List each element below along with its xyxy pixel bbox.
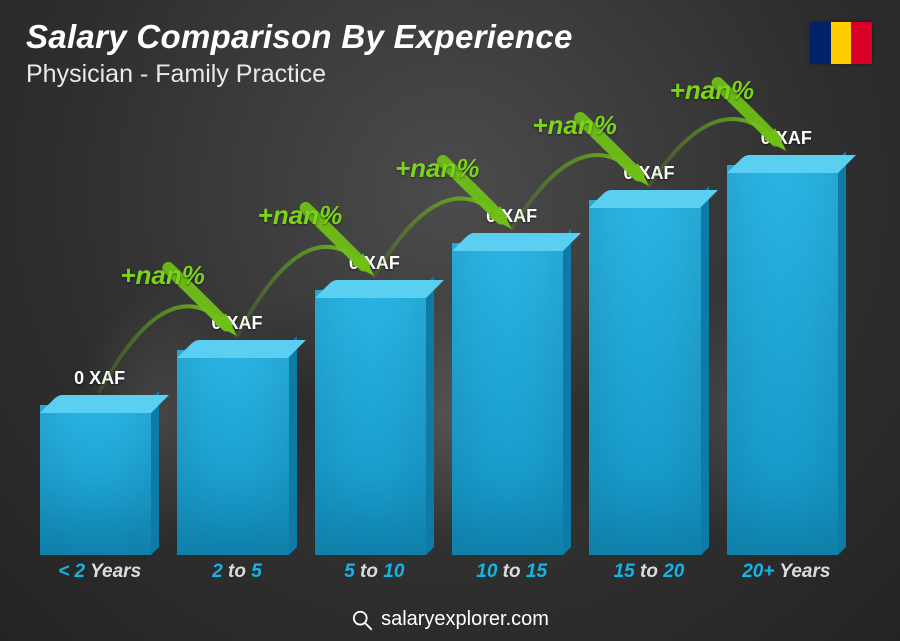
bar-front-face <box>727 165 838 555</box>
bar-front-face <box>589 200 700 555</box>
bar-top-face <box>452 233 581 251</box>
country-flag <box>810 22 872 64</box>
bar <box>727 165 846 555</box>
bar-chart: 0 XAF0 XAF0 XAF0 XAF0 XAF0 XAF +nan%+nan… <box>40 118 846 583</box>
bar-top-face <box>589 190 718 208</box>
bar-column: 0 XAF <box>589 200 708 555</box>
x-axis-label: 2 to 5 <box>177 561 296 583</box>
bar-right-face <box>563 229 571 555</box>
x-axis-label: 20+ Years <box>727 561 846 583</box>
bar-column: 0 XAF <box>452 243 571 555</box>
bar-front-face <box>315 290 426 555</box>
flag-stripe-1 <box>810 22 831 64</box>
bar-right-face <box>289 336 297 555</box>
bar-top-face <box>177 340 306 358</box>
bar-value-label: 0 XAF <box>315 253 434 274</box>
bar <box>177 350 296 555</box>
bar-column: 0 XAF <box>727 165 846 555</box>
bar-front-face <box>177 350 288 555</box>
bar-column: 0 XAF <box>40 405 159 555</box>
bar <box>589 200 708 555</box>
bar-front-face <box>452 243 563 555</box>
chart-subtitle: Physician - Family Practice <box>26 60 573 89</box>
bar-right-face <box>151 391 159 555</box>
x-axis-label: 10 to 15 <box>452 561 571 583</box>
bar-column: 0 XAF <box>177 350 296 555</box>
bar-value-label: 0 XAF <box>452 206 571 227</box>
chart-stage: Salary Comparison By Experience Physicia… <box>0 0 900 641</box>
bar-front-face <box>40 405 151 555</box>
bar-value-label: 0 XAF <box>727 128 846 149</box>
footer-logo: salaryexplorer.com <box>351 608 549 631</box>
x-axis-label: 15 to 20 <box>589 561 708 583</box>
magnifier-icon <box>351 609 373 631</box>
flag-stripe-3 <box>851 22 872 64</box>
bar-value-label: 0 XAF <box>40 368 159 389</box>
footer-site-text: salaryexplorer.com <box>381 608 549 631</box>
bar-top-face <box>40 395 169 413</box>
bar-column: 0 XAF <box>315 290 434 555</box>
chart-title: Salary Comparison By Experience <box>26 18 573 56</box>
bar <box>40 405 159 555</box>
bar-value-label: 0 XAF <box>589 163 708 184</box>
bar-value-label: 0 XAF <box>177 313 296 334</box>
bars-container: 0 XAF0 XAF0 XAF0 XAF0 XAF0 XAF <box>40 118 846 555</box>
flag-stripe-2 <box>831 22 852 64</box>
bar-top-face <box>727 155 856 173</box>
bar-right-face <box>701 186 709 555</box>
bar-top-face <box>315 280 444 298</box>
bar <box>315 290 434 555</box>
title-block: Salary Comparison By Experience Physicia… <box>26 18 573 89</box>
bar-right-face <box>838 151 846 555</box>
x-axis-label: < 2 Years <box>40 561 159 583</box>
bar-right-face <box>426 276 434 555</box>
x-axis-labels: < 2 Years 2 to 5 5 to 10 10 to 15 15 to 20 20… <box>40 561 846 583</box>
x-axis-label: 5 to 10 <box>315 561 434 583</box>
bar <box>452 243 571 555</box>
